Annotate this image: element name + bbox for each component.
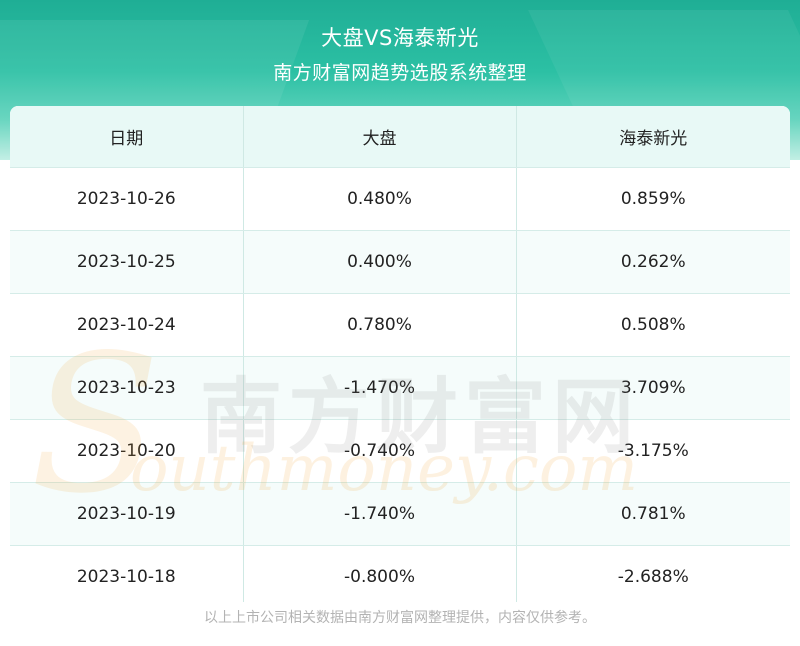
market-change-cell: 0.780% bbox=[243, 293, 517, 357]
market-change-cell: -0.740% bbox=[243, 419, 517, 483]
table-row: 2023-10-19 -1.740% 0.781% bbox=[10, 482, 790, 546]
table-row: 2023-10-26 0.480% 0.859% bbox=[10, 167, 790, 231]
footer-disclaimer: 以上上市公司相关数据由南方财富网整理提供，内容仅供参考。 bbox=[204, 610, 596, 626]
stock-change-cell: 0.508% bbox=[516, 293, 790, 357]
market-change-cell: -1.470% bbox=[243, 356, 517, 420]
page-title: 大盘VS海泰新光 bbox=[321, 26, 479, 50]
market-change-cell: 0.480% bbox=[243, 167, 517, 231]
table-header-row: 日期 大盘 海泰新光 bbox=[10, 106, 790, 168]
date-cell: 2023-10-25 bbox=[10, 230, 244, 294]
stock-change-cell: -3.175% bbox=[516, 419, 790, 483]
market-change-cell: -1.740% bbox=[243, 482, 517, 546]
table-row: 2023-10-20 -0.740% -3.175% bbox=[10, 419, 790, 483]
column-header-date: 日期 bbox=[10, 106, 244, 168]
date-cell: 2023-10-24 bbox=[10, 293, 244, 357]
stock-change-cell: 3.709% bbox=[516, 356, 790, 420]
comparison-table: 日期 大盘 海泰新光 2023-10-26 0.480% 0.859% 2023… bbox=[10, 106, 790, 602]
table-row: 2023-10-24 0.780% 0.508% bbox=[10, 293, 790, 357]
date-cell: 2023-10-18 bbox=[10, 545, 244, 602]
date-cell: 2023-10-19 bbox=[10, 482, 244, 546]
stock-change-cell: 0.262% bbox=[516, 230, 790, 294]
date-cell: 2023-10-20 bbox=[10, 419, 244, 483]
table-row: 2023-10-25 0.400% 0.262% bbox=[10, 230, 790, 294]
date-cell: 2023-10-23 bbox=[10, 356, 244, 420]
column-header-market: 大盘 bbox=[243, 106, 517, 168]
column-header-stock: 海泰新光 bbox=[516, 106, 790, 168]
table-row: 2023-10-18 -0.800% -2.688% bbox=[10, 545, 790, 602]
stock-change-cell: -2.688% bbox=[516, 545, 790, 602]
comparison-table-container: 日期 大盘 海泰新光 2023-10-26 0.480% 0.859% 2023… bbox=[10, 106, 790, 602]
page-subtitle: 南方财富网趋势选股系统整理 bbox=[273, 62, 527, 84]
stock-change-cell: 0.781% bbox=[516, 482, 790, 546]
market-change-cell: 0.400% bbox=[243, 230, 517, 294]
stock-change-cell: 0.859% bbox=[516, 167, 790, 231]
date-cell: 2023-10-26 bbox=[10, 167, 244, 231]
market-change-cell: -0.800% bbox=[243, 545, 517, 602]
table-row: 2023-10-23 -1.470% 3.709% bbox=[10, 356, 790, 420]
